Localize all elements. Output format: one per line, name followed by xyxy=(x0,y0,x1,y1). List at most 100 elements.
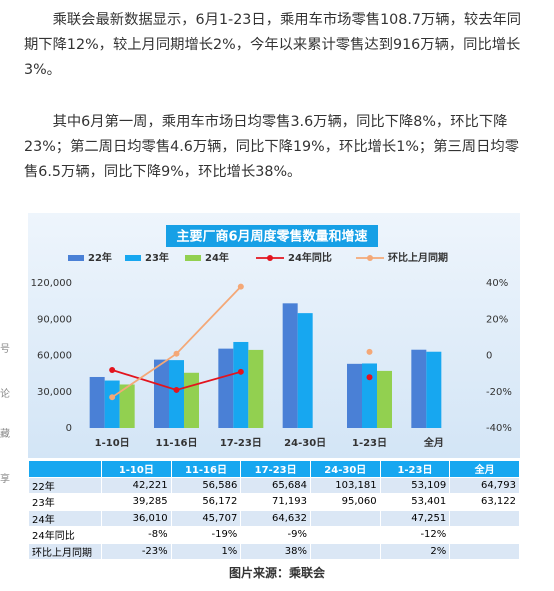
y2-tick-label: -20% xyxy=(486,387,512,398)
table-cell: 53,401 xyxy=(379,493,451,511)
table-cell: 1-23日 xyxy=(379,460,451,478)
line-marker xyxy=(237,368,244,375)
line-marker xyxy=(237,283,244,290)
table-cell xyxy=(309,542,381,560)
table-cell: 23年 xyxy=(28,493,102,511)
table-cell: 1-10日 xyxy=(101,460,172,478)
paragraph: 乘联会最新数据显示，6月1-23日，乘用车市场零售108.7万辆，较去年同期下降… xyxy=(24,12,522,78)
table-cell xyxy=(28,460,102,478)
y-tick-label: 0 xyxy=(66,423,72,434)
paragraph: 其中6月第一周，乘用车市场日均零售3.6万辆，同比下降8%，环比下降23%；第二… xyxy=(24,114,519,180)
x-tick-label: 11-16日 xyxy=(156,437,198,449)
table-cell xyxy=(449,509,520,527)
x-tick-label: 1-23日 xyxy=(352,437,387,449)
line-marker xyxy=(366,374,373,381)
title-box xyxy=(166,225,378,247)
bar xyxy=(248,349,264,428)
y-tick-label: 120,000 xyxy=(31,278,72,289)
bar xyxy=(184,372,199,428)
table-cell: 17-23日 xyxy=(240,460,311,478)
table-cell: 56,172 xyxy=(170,493,242,511)
line-marker xyxy=(109,394,116,401)
table-cell: 63,122 xyxy=(449,493,520,511)
table-cell: 56,586 xyxy=(170,476,242,494)
table-cell: -12% xyxy=(379,526,451,544)
table-cell: 24-30日 xyxy=(309,460,381,478)
x-tick-label: 17-23日 xyxy=(220,437,262,449)
table-cell: 24年同比 xyxy=(28,526,102,544)
y-tick-label: 30,000 xyxy=(37,387,72,398)
chart-title: 主要厂商6月周度零售数量和增速 xyxy=(176,229,367,245)
table-cell: 11-16日 xyxy=(170,460,242,478)
table-cell: 64,632 xyxy=(240,509,311,527)
table-cell: 64,793 xyxy=(449,476,520,494)
sidebar-button[interactable]: 藏 xyxy=(0,429,10,440)
line-marker xyxy=(109,367,116,373)
bar xyxy=(377,370,392,428)
table-cell: 95,060 xyxy=(309,493,381,511)
bar xyxy=(362,363,377,428)
table-cell: 24年 xyxy=(28,509,102,527)
bar xyxy=(89,376,105,428)
legend-swatch xyxy=(125,255,141,261)
table-cell: 39,285 xyxy=(101,493,172,511)
table-row: 环比上月同期 -23% 1% 38% 2% xyxy=(28,542,520,560)
x-tick-label: 1-10日 xyxy=(95,437,130,449)
sidebar-button[interactable]: 享 xyxy=(0,474,10,485)
legend-label: 环比上月同期 xyxy=(388,251,448,264)
caption: 图片来源：乘联会 xyxy=(228,566,325,580)
table-cell xyxy=(449,542,520,560)
bar xyxy=(218,348,234,428)
data-table: 1-10日 11-16日 17-23日 24-30日 1-23日 全月 22年 42,221 5… xyxy=(28,460,520,560)
table-cell: 36,010 xyxy=(101,509,172,527)
table-row: 24年同比 -8% -19% -9% -12% xyxy=(28,526,520,544)
table-cell: 103,181 xyxy=(309,476,381,494)
bar xyxy=(233,341,249,428)
legend-swatch xyxy=(185,255,201,261)
x-tick-label: 全月 xyxy=(423,436,444,449)
table-cell xyxy=(309,509,381,527)
table-cell: 环比上月同期 xyxy=(28,542,102,560)
legend-swatch xyxy=(68,255,84,261)
table-header: 1-10日 11-16日 17-23日 24-30日 1-23日 全月 xyxy=(28,460,520,478)
table-row: 22年 42,221 56,586 65,684 103,181 53,109 64,793 xyxy=(28,476,520,494)
legend-label: 23年 xyxy=(145,251,169,264)
table-cell: 全月 xyxy=(449,460,520,478)
table-cell: 42,221 xyxy=(101,476,172,494)
table-cell: 1% xyxy=(170,542,242,560)
table-cell xyxy=(449,526,520,544)
table-cell: 2% xyxy=(379,542,451,560)
y2-tick-label: 20% xyxy=(486,314,508,325)
table-cell: 71,193 xyxy=(240,493,311,511)
bar xyxy=(104,380,120,428)
table-cell: -23% xyxy=(101,542,172,560)
table-cell: 45,707 xyxy=(170,509,242,527)
line-marker xyxy=(366,348,373,355)
x-tick-label: 24-30日 xyxy=(284,437,326,449)
sidebar-button[interactable]: 号 xyxy=(0,344,10,355)
bar xyxy=(426,351,442,428)
table-cell: 22年 xyxy=(28,476,102,494)
bar xyxy=(297,313,313,428)
bar xyxy=(169,360,184,428)
legend-label: 24年同比 xyxy=(288,251,332,264)
y-tick-label: 60,000 xyxy=(37,351,72,362)
table-cell: -8% xyxy=(101,526,172,544)
y2-tick-label: 40% xyxy=(486,278,508,289)
table-row: 24年 36,010 45,707 64,632 47,251 xyxy=(28,509,520,527)
table-cell: 47,251 xyxy=(379,509,451,527)
bar xyxy=(411,349,427,428)
line-marker xyxy=(173,350,180,357)
sidebar-button[interactable]: 论 xyxy=(0,389,10,400)
table-cell: 38% xyxy=(240,542,311,560)
table-cell: 65,684 xyxy=(240,476,311,494)
y-tick-label: 90,000 xyxy=(37,314,72,325)
legend-label: 24年 xyxy=(205,251,229,264)
line-marker xyxy=(173,386,180,393)
table-cell: 53,109 xyxy=(379,476,451,494)
bar xyxy=(119,384,135,428)
legend-marker xyxy=(267,255,273,261)
bar xyxy=(154,359,169,428)
